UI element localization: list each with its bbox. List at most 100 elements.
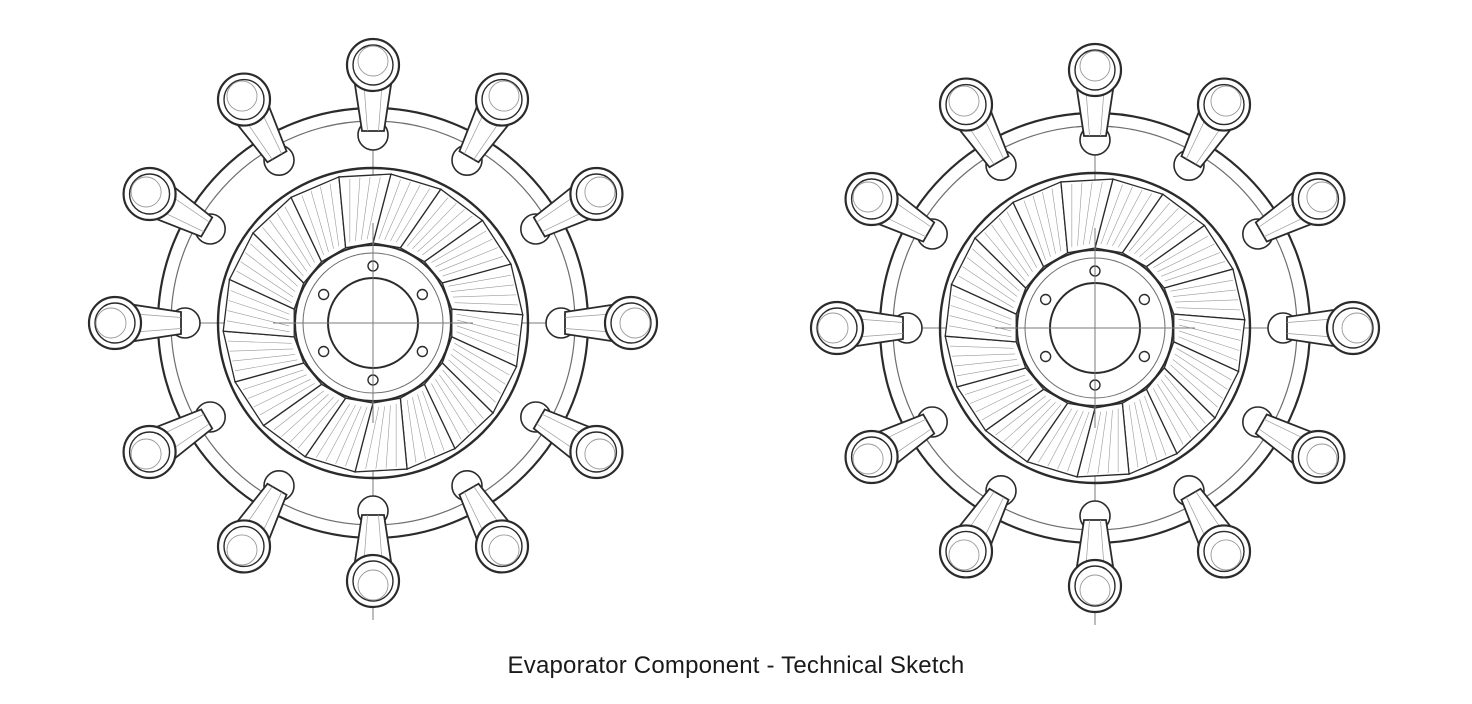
nozzle-mouth-depth [130, 176, 162, 208]
nozzle-mouth-inner [128, 431, 171, 473]
bolt-hole [1039, 293, 1052, 306]
nozzle-mouth-outer [603, 295, 659, 351]
blade-hatch-line [406, 399, 417, 463]
nozzle [520, 166, 624, 245]
blade-hatch-line [1170, 364, 1218, 408]
rotor-outer-edge [216, 166, 530, 480]
bolt-hole [416, 345, 429, 358]
blade-hatch-line [452, 348, 506, 385]
nozzle-mouth-depth [817, 312, 849, 344]
nozzle-mouth-inner [1203, 530, 1245, 573]
blade-hatch-line [1032, 195, 1051, 257]
blade-hatch-line [276, 212, 311, 267]
blade-hatch-line [315, 403, 351, 458]
blade-hatch-line [281, 394, 329, 437]
blade-hatch-line [435, 379, 470, 434]
blade-hatch-line [1100, 184, 1123, 245]
nozzle-mouth-depth [488, 80, 520, 112]
nozzle-mouth-depth [1210, 539, 1242, 571]
blade-hatch-line [228, 300, 290, 321]
blade-hatch-line [329, 183, 340, 247]
blade-hatch-line [1083, 181, 1093, 245]
nozzle-mouth-inner [94, 302, 136, 344]
blade-hatch-line [981, 388, 1037, 421]
bolt-hole [317, 288, 330, 301]
nozzle-mouth-inner [610, 302, 652, 344]
blade-hatch-line [375, 406, 385, 470]
blade-hatch-line [442, 256, 504, 277]
nozzle-mouth-outer [345, 37, 401, 93]
blade-hatch-line [230, 290, 290, 315]
nozzle [1267, 300, 1381, 356]
blade-hatch-line [236, 270, 292, 303]
nozzle-mouth-depth [226, 534, 258, 566]
blade-hatch-line [954, 359, 1018, 367]
blade-hatch-line [1139, 399, 1158, 461]
blade-hatch-line [948, 325, 1012, 338]
nozzle-mouth-depth [852, 443, 884, 475]
nozzle [122, 166, 226, 245]
blade-hatch-line [1117, 193, 1153, 248]
blade-hatch-line [450, 284, 514, 292]
blade-hatch-line [1176, 348, 1232, 381]
blade-hatch-line [378, 179, 401, 240]
blade-hatch-line [1042, 191, 1056, 254]
blade-hatch-line [456, 331, 516, 356]
nozzle-mouth-depth [1210, 85, 1242, 117]
nozzle-mouth-outer [345, 553, 401, 609]
nozzle [345, 37, 401, 151]
blade-hatch-line [406, 197, 449, 247]
nozzle-mouth-depth [357, 569, 389, 601]
blade-hatch-line [1144, 220, 1195, 261]
bolt-hole [1138, 350, 1151, 363]
blade-hatch-line [390, 184, 421, 241]
blade-hatch-line [259, 383, 315, 416]
nozzle-mouth-inner [575, 431, 618, 473]
nozzle-mouth-outer [1067, 558, 1123, 614]
nozzle-mouth-inner [945, 83, 987, 126]
blade-hatch-line [365, 406, 380, 469]
nozzle [938, 475, 1017, 579]
blade-hatch-line [962, 266, 1016, 303]
nozzle-mouth-inner [481, 525, 523, 568]
rotor-outer-edge [938, 171, 1252, 485]
nozzle-mouth-inner [850, 436, 893, 478]
blade-hatch-line [1077, 182, 1083, 246]
blade-hatch-line [1144, 395, 1167, 456]
blade-hatch-line [242, 369, 304, 390]
blade-hatch-line [454, 343, 510, 376]
blade-hatch-line [422, 390, 445, 451]
blade-hatch-line [284, 206, 315, 263]
blade-hatch-line [1023, 200, 1046, 261]
blade-hatch-line [1178, 330, 1240, 351]
nozzle-mouth-depth [1341, 312, 1373, 344]
blade-hatch-line [435, 238, 493, 268]
nozzle [122, 401, 226, 480]
blade-hatch-line [448, 359, 496, 403]
nozzle [1173, 77, 1252, 181]
blade-hatch-line [439, 247, 499, 272]
blade-hatch-line [958, 275, 1014, 308]
blade-hatch-line [966, 257, 1018, 297]
blade-hatch-line [450, 354, 502, 394]
nozzle-mouth-outer [809, 300, 865, 356]
bolt-hole [1138, 293, 1151, 306]
nozzle [844, 171, 948, 250]
nozzle-mouth-inner [945, 530, 987, 573]
nozzle [216, 72, 295, 176]
blade-hatch-line [1107, 410, 1113, 474]
blade-hatch-line [448, 274, 511, 287]
nozzle-mouth-depth [226, 80, 258, 112]
nozzle-mouth-inner [352, 560, 394, 602]
blade-hatch-line [1178, 336, 1238, 361]
blade-hatch-line [1157, 384, 1192, 439]
blade-hatch-line [1037, 408, 1073, 463]
blade-hatch-line [320, 186, 334, 249]
nozzle [1242, 406, 1346, 485]
nozzle-mouth-inner [850, 178, 893, 220]
blade-hatch-line [262, 227, 304, 277]
nozzle-mouth-inner [816, 307, 858, 349]
nozzle-mouth-inner [1297, 178, 1340, 220]
nozzle-mouth-inner [223, 525, 265, 568]
